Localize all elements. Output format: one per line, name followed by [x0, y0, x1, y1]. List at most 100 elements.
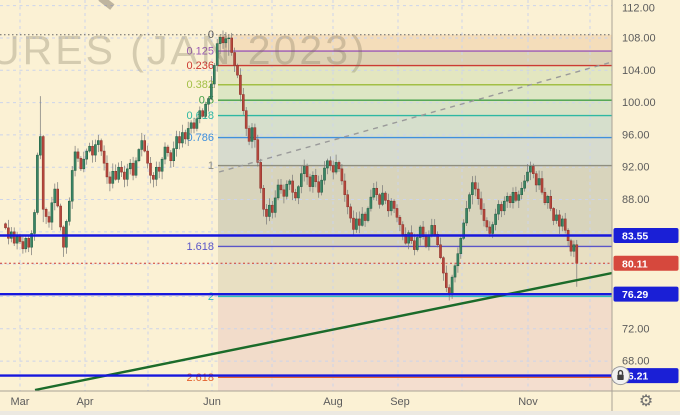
candle-body[interactable] [79, 158, 83, 170]
candle-body[interactable] [76, 151, 80, 159]
candle-body[interactable] [549, 196, 553, 209]
candle-body[interactable] [355, 218, 358, 230]
candle-body[interactable] [418, 226, 422, 238]
candle-body[interactable] [311, 175, 315, 187]
candle-body[interactable] [520, 187, 524, 195]
candle-body[interactable] [273, 197, 277, 213]
candle-body[interactable] [256, 139, 260, 163]
candle-body[interactable] [126, 168, 129, 180]
candle-body[interactable] [285, 183, 289, 197]
candle-body[interactable] [53, 188, 57, 204]
candle-body[interactable] [204, 103, 207, 117]
candle-body[interactable] [282, 189, 286, 197]
candle-body[interactable] [465, 208, 468, 224]
candle-body[interactable] [242, 94, 245, 111]
candle-body[interactable] [360, 213, 364, 226]
candles-layer[interactable] [4, 30, 579, 301]
candle-body[interactable] [421, 226, 425, 237]
candle-body[interactable] [558, 214, 561, 227]
green-support-line[interactable] [34, 271, 612, 391]
candle-body[interactable] [349, 206, 352, 219]
candle-body[interactable] [102, 150, 106, 164]
candle-body[interactable] [201, 110, 204, 117]
candle-body[interactable] [534, 173, 538, 186]
candle-body[interactable] [442, 257, 445, 274]
candle-body[interactable] [213, 65, 216, 85]
candle-body[interactable] [537, 178, 541, 186]
candle-body[interactable] [137, 149, 141, 162]
candle-body[interactable] [155, 166, 158, 180]
candle-body[interactable] [224, 38, 228, 44]
candle-body[interactable] [514, 192, 518, 201]
candle-body[interactable] [529, 166, 532, 173]
candle-body[interactable] [21, 241, 25, 250]
candle-body[interactable] [494, 213, 497, 225]
candle-body[interactable] [210, 83, 213, 99]
candle-body[interactable] [239, 74, 242, 95]
candle-body[interactable] [395, 208, 399, 218]
candle-body[interactable] [404, 234, 407, 244]
candle-body[interactable] [140, 140, 144, 150]
candle-body[interactable] [331, 165, 335, 173]
candle-body[interactable] [389, 200, 393, 212]
candle-body[interactable] [561, 218, 564, 227]
candle-body[interactable] [82, 158, 86, 170]
candle-body[interactable] [300, 173, 303, 187]
candle-body[interactable] [416, 237, 419, 250]
candle-body[interactable] [439, 244, 442, 258]
candle-body[interactable] [543, 192, 547, 204]
candle-body[interactable] [236, 65, 239, 76]
price-tag-80.11[interactable] [613, 255, 679, 271]
price-tag-76.29[interactable] [613, 286, 679, 302]
candle-body[interactable] [482, 208, 486, 221]
candle-body[interactable] [123, 171, 126, 180]
candle-body[interactable] [50, 202, 54, 223]
candle-body[interactable] [369, 196, 373, 209]
candle-body[interactable] [15, 236, 19, 244]
candle-body[interactable] [366, 208, 370, 221]
candle-body[interactable] [436, 234, 439, 246]
candle-body[interactable] [47, 216, 51, 223]
candle-body[interactable] [149, 162, 152, 176]
candle-body[interactable] [526, 171, 529, 182]
candle-body[interactable] [491, 224, 494, 234]
candle-body[interactable] [532, 166, 535, 174]
candle-body[interactable] [453, 265, 457, 278]
candle-body[interactable] [128, 162, 132, 170]
candle-body[interactable] [575, 244, 579, 264]
candle-body[interactable] [456, 253, 460, 267]
candle-body[interactable] [308, 176, 312, 187]
candle-body[interactable] [131, 162, 135, 176]
candle-body[interactable] [474, 182, 477, 190]
candle-body[interactable] [427, 234, 431, 247]
candle-body[interactable] [334, 162, 338, 173]
candle-body[interactable] [265, 208, 268, 217]
candle-body[interactable] [462, 222, 465, 239]
candle-body[interactable] [375, 187, 378, 195]
candle-body[interactable] [108, 176, 112, 184]
candle-body[interactable] [73, 151, 77, 171]
candle-body[interactable] [279, 184, 283, 191]
candle-body[interactable] [33, 212, 36, 234]
candle-body[interactable] [143, 140, 146, 152]
candle-body[interactable] [181, 132, 184, 144]
candle-body[interactable] [186, 128, 190, 140]
candle-body[interactable] [166, 146, 170, 153]
price-tag-83.55[interactable] [613, 227, 679, 243]
candle-body[interactable] [291, 180, 294, 193]
candle-body[interactable] [343, 180, 347, 195]
candle-body[interactable] [572, 244, 576, 252]
candle-body[interactable] [250, 127, 254, 142]
candle-body[interactable] [401, 224, 405, 235]
candle-body[interactable] [424, 236, 428, 247]
candle-body[interactable] [215, 43, 219, 66]
candle-body[interactable] [97, 140, 100, 145]
candle-body[interactable] [169, 152, 173, 162]
candle-body[interactable] [70, 170, 74, 202]
settings-gear-icon[interactable]: ⚙ [636, 392, 656, 410]
candle-body[interactable] [329, 160, 332, 166]
candle-body[interactable] [198, 110, 202, 120]
candle-body[interactable] [326, 160, 329, 169]
